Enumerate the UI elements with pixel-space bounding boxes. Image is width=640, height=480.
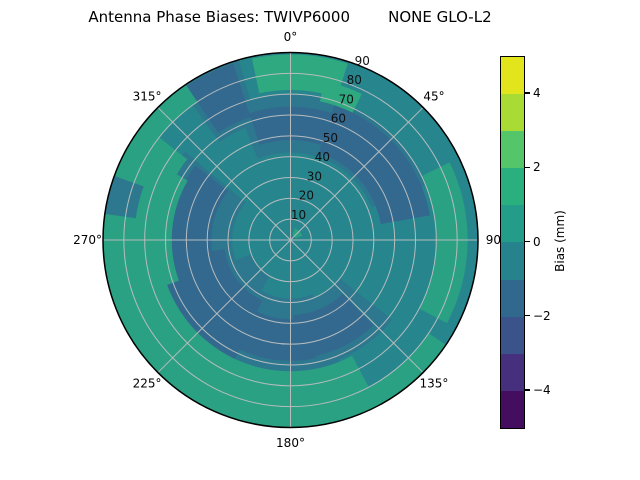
r-tick-label-30: 30 bbox=[307, 169, 322, 183]
colorbar-segment-7 bbox=[501, 316, 524, 354]
r-tick-label-20: 20 bbox=[299, 189, 314, 203]
grid-spoke-315 bbox=[157, 107, 291, 241]
colorbar-ticklabel-4: 4 bbox=[533, 86, 541, 101]
colorbar-ticklabel-−4: −4 bbox=[533, 382, 551, 397]
polar-rim bbox=[102, 51, 479, 429]
grid-spoke-135 bbox=[290, 239, 424, 373]
theta-tick-label-315: 315° bbox=[133, 90, 162, 104]
theta-tick-label-225: 225° bbox=[133, 376, 162, 390]
colorbar-ticklabel-0: 0 bbox=[533, 234, 541, 249]
colorbar-segment-6 bbox=[501, 279, 524, 317]
r-tick-label-90: 90 bbox=[355, 54, 370, 68]
green-lens-right bbox=[419, 162, 468, 324]
colorbar-segment-2 bbox=[501, 131, 524, 169]
colorbar-segment-8 bbox=[501, 353, 524, 391]
theta-tick-label-270: 270° bbox=[73, 233, 102, 247]
colorbar-ticklabel-−2: −2 bbox=[533, 308, 551, 323]
chart-title: Antenna Phase Biases: TWIVP6000 NONE GLO… bbox=[88, 8, 492, 26]
colorbar-segment-1 bbox=[501, 94, 524, 132]
green-rim-band-broad bbox=[103, 124, 379, 428]
theta-tick-label-45: 45° bbox=[423, 90, 444, 104]
colorbar-tickmark-0 bbox=[525, 240, 530, 243]
grid-spoke-45 bbox=[290, 107, 424, 241]
r-tick-label-70: 70 bbox=[339, 92, 354, 106]
steel-patch-center-left bbox=[225, 254, 270, 300]
colorbar-tickmark-2 bbox=[525, 166, 530, 169]
theta-tick-label-0: 0° bbox=[284, 30, 298, 44]
colorbar-ticklabel-2: 2 bbox=[533, 160, 541, 175]
theta-tick-label-90: 90 bbox=[486, 233, 501, 247]
steel-notch-left-rim bbox=[104, 175, 144, 219]
r-tick-label-80: 80 bbox=[347, 73, 362, 87]
r-tick-label-40: 40 bbox=[315, 150, 330, 164]
colorbar-segment-3 bbox=[501, 168, 524, 206]
theta-tick-label-135: 135° bbox=[420, 376, 449, 390]
slate-blob-lower-right bbox=[293, 293, 373, 359]
colorbar-tickmark-−2 bbox=[525, 314, 530, 317]
r-tick-label-10: 10 bbox=[291, 208, 306, 222]
green-patch-top-east bbox=[319, 81, 362, 113]
colorbar-segment-5 bbox=[501, 242, 524, 280]
colorbar-axis-label: Bias (mm) bbox=[553, 210, 567, 272]
colorbar-segment-0 bbox=[501, 57, 524, 95]
r-tick-label-60: 60 bbox=[331, 112, 346, 126]
r-tick-label-50: 50 bbox=[323, 131, 338, 145]
colorbar-segment-4 bbox=[501, 205, 524, 243]
slate-lens-upper-right bbox=[318, 105, 431, 225]
theta-tick-label-180: 180° bbox=[276, 436, 305, 450]
grid-spoke-225 bbox=[157, 239, 291, 373]
colorbar-tickmark-4 bbox=[525, 92, 530, 94]
colorbar bbox=[500, 56, 525, 429]
slate-band-left-outer bbox=[158, 249, 263, 361]
slate-wedge-upper-left bbox=[186, 63, 251, 133]
colorbar-segment-9 bbox=[501, 390, 524, 428]
colorbar-tickmark-−4 bbox=[525, 389, 530, 391]
